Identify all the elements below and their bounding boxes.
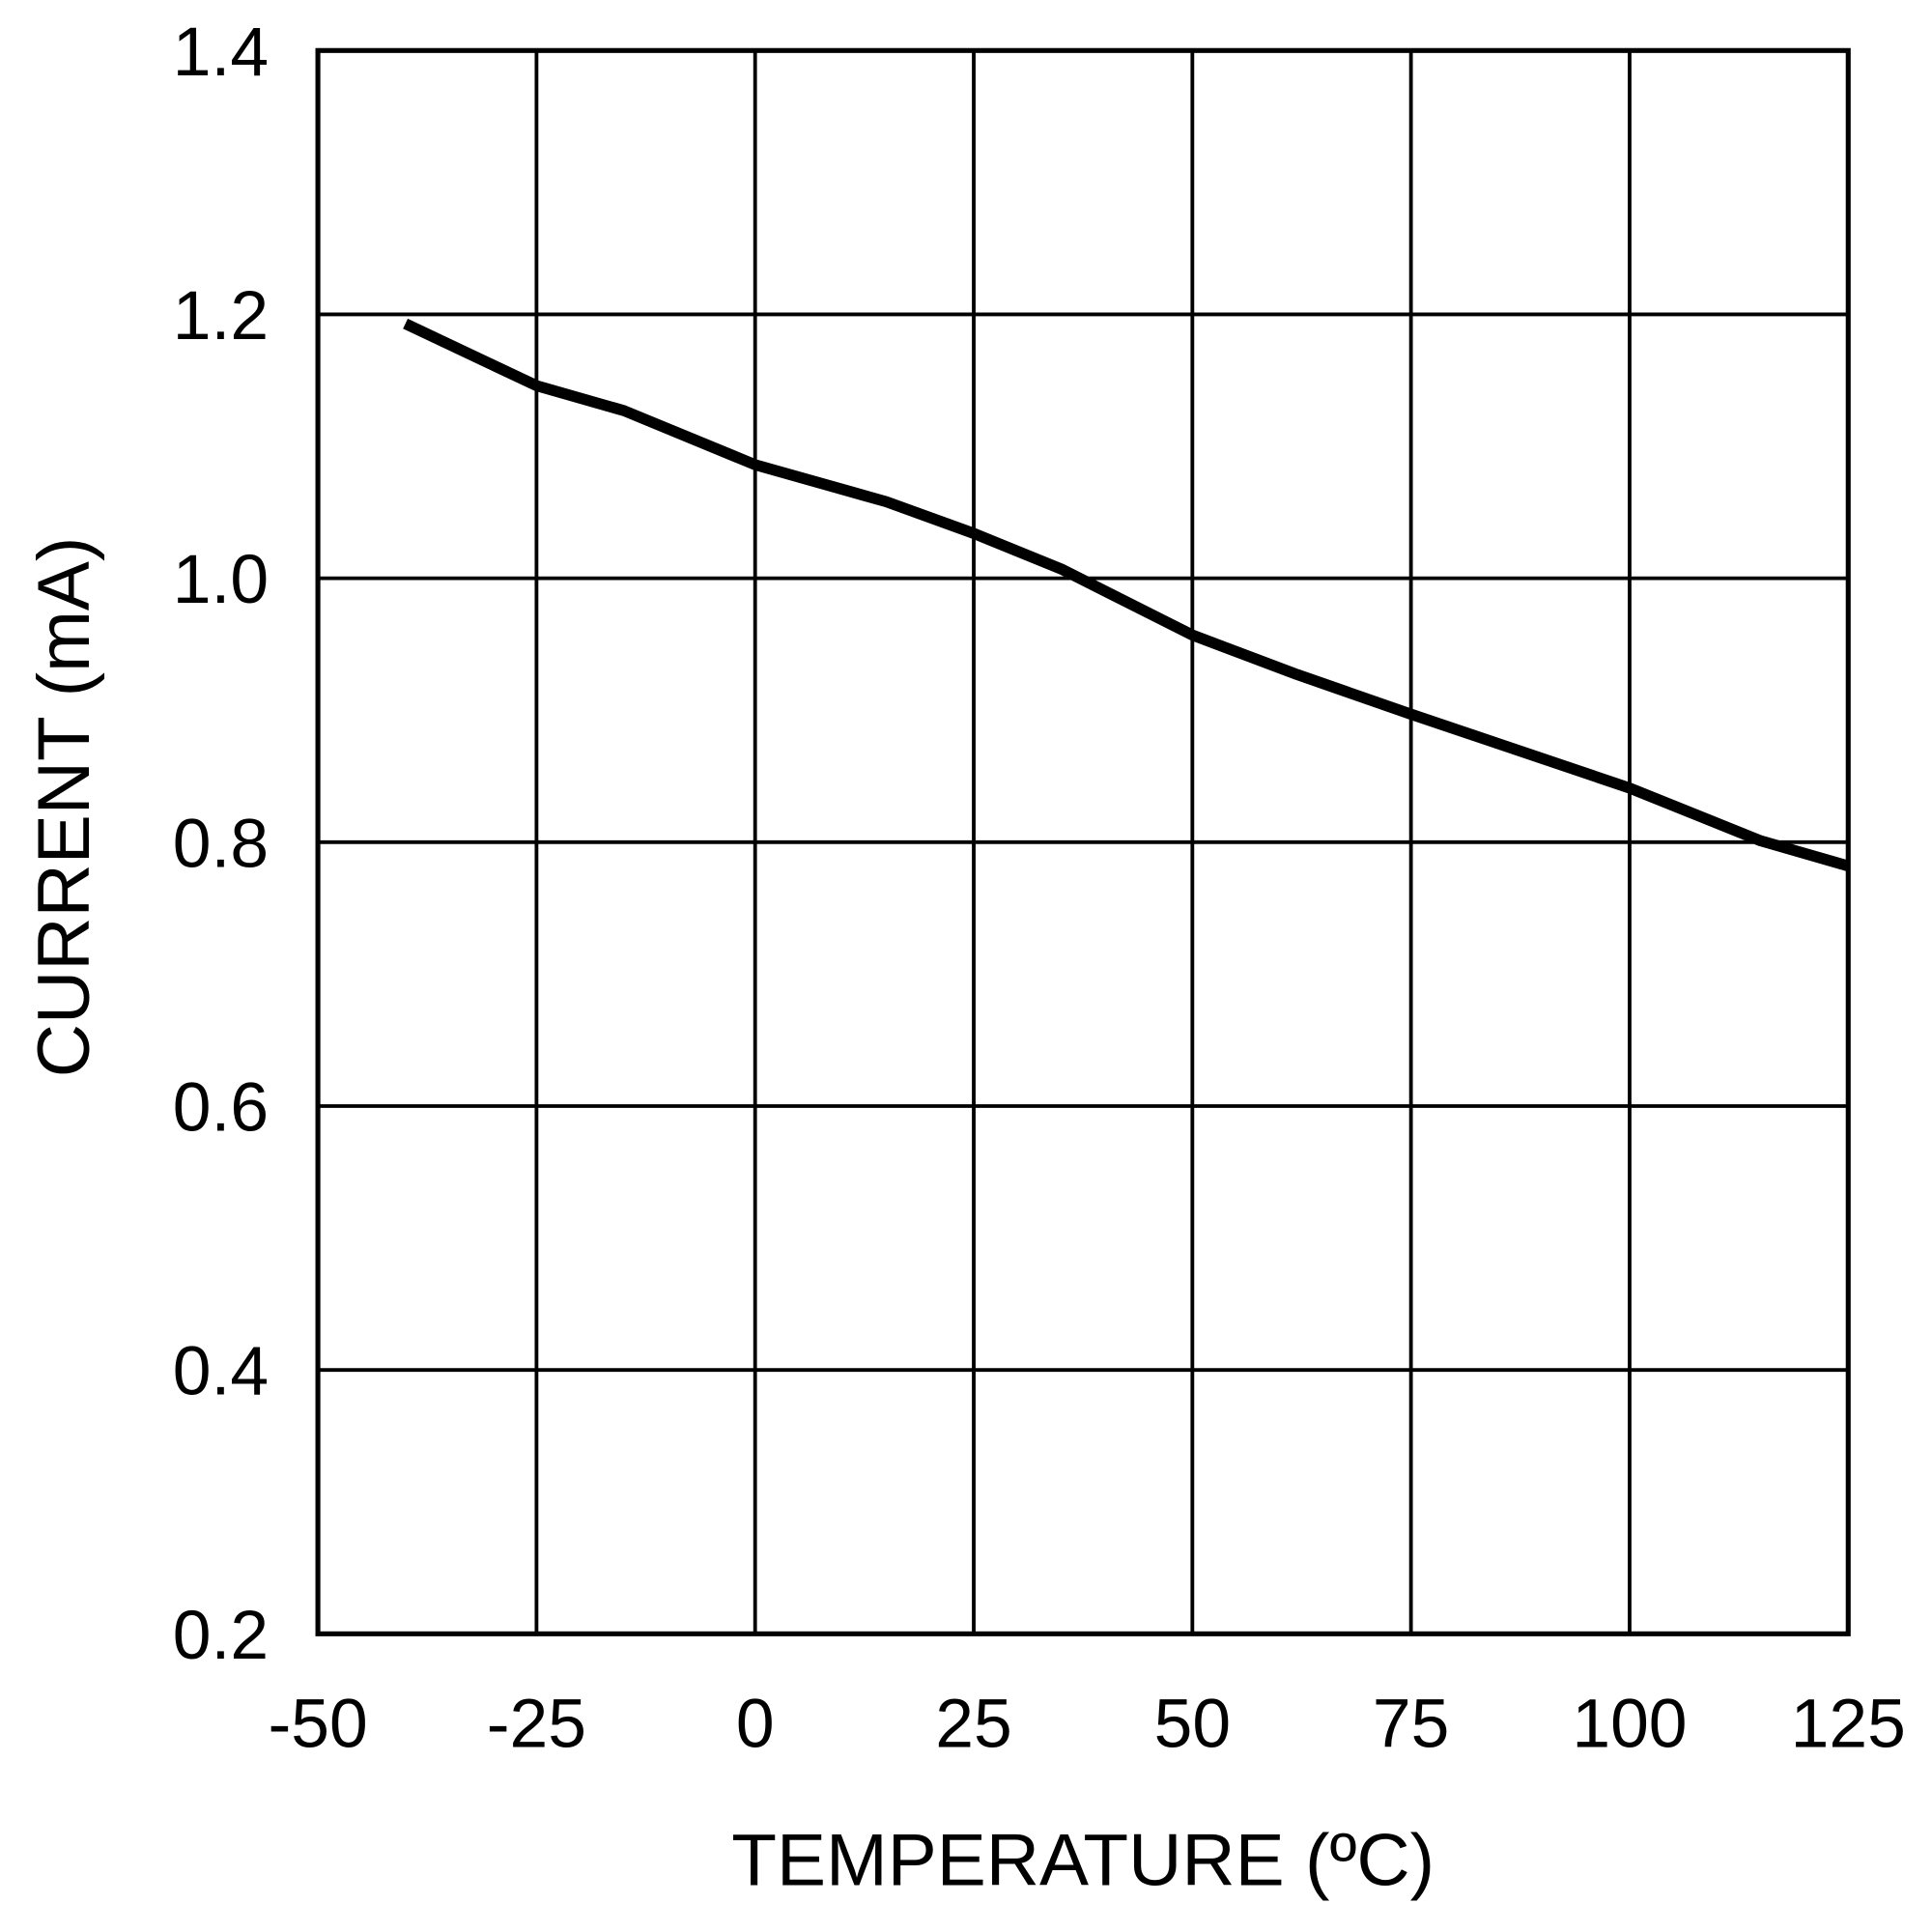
x-tick-label: 75	[1373, 1686, 1449, 1763]
series-line	[403, 318, 1850, 871]
y-tick-label: 1.4	[173, 14, 269, 91]
y-tick-label: 1.0	[173, 541, 269, 618]
plot-frame	[315, 47, 1851, 1636]
x-tick-label: 125	[1791, 1686, 1906, 1763]
y-tick-label: 0.6	[173, 1068, 269, 1146]
x-tick-labels: -50 -25 0 25 50 75 100 125	[268, 1686, 1905, 1763]
y-tick-label: 0.4	[173, 1333, 269, 1410]
grid	[316, 48, 1851, 1636]
x-axis-label: TEMPERATURE (ºC)	[731, 1820, 1435, 1902]
y-tick-labels: 0.2 0.4 0.6 0.8 1.0 1.2 1.4	[173, 14, 269, 1674]
x-tick-label: -50	[268, 1686, 367, 1763]
y-tick-label: 0.2	[173, 1597, 269, 1674]
y-axis-label: CURRENT (mA)	[23, 537, 105, 1078]
y-tick-label: 0.8	[173, 805, 269, 882]
series-group	[403, 318, 1850, 871]
x-tick-label: 100	[1572, 1686, 1687, 1763]
x-tick-label: 25	[935, 1686, 1011, 1763]
x-tick-label: 0	[736, 1686, 775, 1763]
x-tick-label: 50	[1154, 1686, 1231, 1763]
y-tick-label: 1.2	[173, 277, 269, 355]
x-tick-label: -25	[487, 1686, 586, 1763]
